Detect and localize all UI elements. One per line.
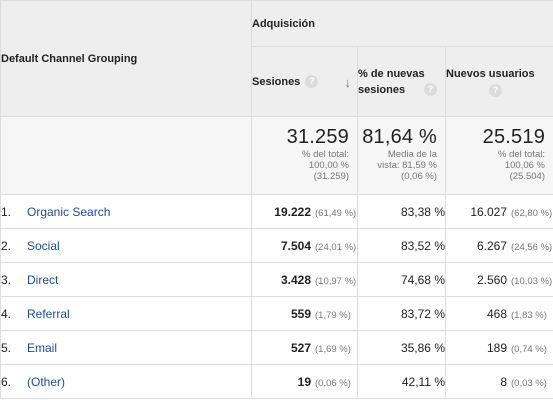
help-icon[interactable]: ? xyxy=(489,84,502,97)
channel-link[interactable]: Referral xyxy=(27,306,70,321)
column-label: Sesiones xyxy=(252,75,301,88)
column-label: Nuevos usuarios xyxy=(446,68,535,80)
column-header-new-users[interactable]: Nuevos usuarios ? xyxy=(444,46,553,117)
total-value: 31.259 xyxy=(286,126,349,148)
row-index: 3. xyxy=(1,272,12,287)
row-index: 1. xyxy=(1,204,12,219)
row-index: 4. xyxy=(1,306,12,321)
new-sessions-value: 83,72 % xyxy=(400,306,445,321)
new-users-value: 16.027 xyxy=(470,204,508,219)
column-label: % de nuevas sesiones xyxy=(358,67,425,96)
new-sessions-value: 42,11 % xyxy=(401,374,445,389)
sessions-value: 3.428 xyxy=(280,272,311,287)
sessions-percent: (1,69 %) xyxy=(315,343,351,355)
sessions-percent: (10,97 %) xyxy=(315,275,357,287)
channel-link[interactable]: Direct xyxy=(27,272,59,287)
total-value: 81,64 % xyxy=(362,126,437,148)
sessions-value: 19.222 xyxy=(274,204,311,219)
table-row: 5. Email 527 (1,69 %) 35,86 % 189 (0,74 %) xyxy=(0,330,553,365)
total-note: Media de la vista: 81,59 % (0,06 %) xyxy=(377,149,437,182)
channel-link[interactable]: Organic Search xyxy=(27,204,111,219)
table-row: 6. (Other) 19 (0,06 %) 42,11 % 8 (0,03 %) xyxy=(0,364,553,399)
new-users-value: 8 xyxy=(500,374,508,389)
new-sessions-value: 83,38 % xyxy=(400,204,445,219)
sessions-value: 527 xyxy=(290,340,311,355)
new-users-percent: (10,03 %) xyxy=(511,275,553,287)
column-header-sessions[interactable]: Sesiones? ↓ xyxy=(251,46,358,117)
table-row: 4. Referral 559 (1,79 %) 83,72 % 468 (1,83 … xyxy=(0,296,553,331)
dimension-header: Default Channel Grouping xyxy=(0,0,252,117)
table-row: 3. Direct 3.428 (10,97 %) 74,68 % 2.560 (10… xyxy=(0,262,553,297)
total-note: % del total: 100,06 % (25.504) xyxy=(498,149,546,182)
sort-down-arrow-icon[interactable]: ↓ xyxy=(344,75,352,90)
row-index: 5. xyxy=(1,340,12,355)
group-header-acquisition: Adquisición xyxy=(250,0,553,47)
column-header-new-sessions-pct[interactable]: % de nuevas sesiones? xyxy=(357,46,446,117)
totals-row: 31.259 % del total: 100,00 % (31.259) 81… xyxy=(0,116,553,195)
help-icon[interactable]: ? xyxy=(305,75,319,89)
total-value: 25.519 xyxy=(482,126,546,148)
sessions-percent: (0,06 %) xyxy=(315,377,351,389)
table-row: 1. Organic Search 19.222 (61,49 %) 83,38 %… xyxy=(0,194,553,229)
sessions-percent: (1,79 %) xyxy=(315,309,351,321)
new-users-value: 468 xyxy=(486,306,508,321)
new-users-percent: (0,03 %) xyxy=(511,377,547,389)
new-users-percent: (62,80 %) xyxy=(511,207,553,219)
totals-label-cell xyxy=(0,116,252,195)
channel-link[interactable]: (Other) xyxy=(27,374,66,389)
help-icon[interactable]: ? xyxy=(424,83,437,97)
row-index: 6. xyxy=(1,374,12,389)
new-users-value: 6.267 xyxy=(476,238,508,253)
sessions-percent: (24,01 %) xyxy=(315,241,357,253)
sessions-value: 559 xyxy=(290,306,311,321)
sessions-percent: (61,49 %) xyxy=(315,207,357,219)
channel-link[interactable]: Social xyxy=(27,238,60,253)
table-row: 2. Social 7.504 (24,01 %) 83,52 % 6.267 (24… xyxy=(0,228,553,263)
total-sessions: 31.259 % del total: 100,00 % (31.259) xyxy=(251,116,358,195)
channel-link[interactable]: Email xyxy=(27,340,58,355)
total-new-users: 25.519 % del total: 100,06 % (25.504) xyxy=(444,116,553,195)
total-new-sessions-pct: 81,64 % Media de la vista: 81,59 % (0,06… xyxy=(357,116,446,195)
new-sessions-value: 74,68 % xyxy=(400,272,445,287)
sessions-value: 19 xyxy=(297,374,311,389)
new-sessions-value: 83,52 % xyxy=(400,238,445,253)
new-users-value: 2.560 xyxy=(476,272,508,287)
new-sessions-value: 35,86 % xyxy=(400,340,445,355)
new-users-percent: (24,56 %) xyxy=(511,241,553,253)
new-users-percent: (1,83 %) xyxy=(511,309,547,321)
row-index: 2. xyxy=(1,238,12,253)
sessions-value: 7.504 xyxy=(280,238,311,253)
new-users-value: 189 xyxy=(486,340,508,355)
total-note: % del total: 100,00 % (31.259) xyxy=(302,149,349,182)
new-users-percent: (0,74 %) xyxy=(511,343,547,355)
